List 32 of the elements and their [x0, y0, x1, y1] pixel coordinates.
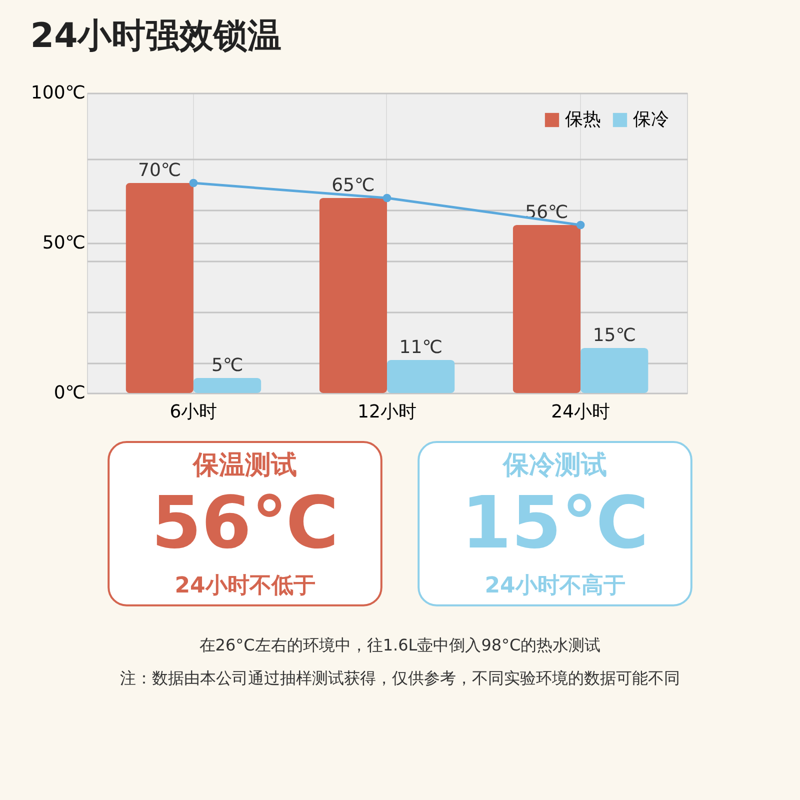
legend-label: 保冷	[633, 109, 669, 130]
x-tick-label: 24小时	[551, 402, 610, 422]
bar	[512, 225, 581, 393]
data-label: 15℃	[592, 325, 636, 346]
text: 注：数据由本公司通过抽样测试获得，仅供参考，不同实验环境的数据可能不同	[120, 668, 680, 688]
bar	[193, 378, 262, 393]
bar	[387, 360, 455, 393]
x-tick-label: 12小时	[358, 402, 416, 422]
data-label: 70℃	[138, 160, 182, 181]
point	[382, 194, 392, 202]
data-label: 65℃	[332, 175, 375, 196]
point	[576, 220, 585, 230]
x-tick-label: 6小时	[170, 402, 218, 422]
text: 56℃	[151, 480, 339, 564]
chart-title: 24小时强效锁温	[30, 16, 282, 56]
data-label: 11℃	[399, 337, 442, 358]
point	[189, 178, 198, 188]
data-label: 56℃	[525, 202, 568, 223]
y-tick-label: 100℃	[30, 82, 86, 104]
category-label: 保冷测试	[502, 450, 607, 480]
bar	[319, 198, 387, 393]
text: 24小时不低于	[174, 573, 316, 598]
y-tick-label: 50℃	[42, 232, 86, 254]
bar	[126, 183, 194, 393]
bar	[580, 348, 648, 393]
data-label: 5℃	[211, 355, 244, 376]
text: 15℃	[461, 480, 649, 564]
y-tick-label: 0℃	[54, 382, 86, 404]
text: 24小时不高于	[484, 572, 626, 598]
text: 在26°C左右的环境中，往1.6L壶中倒入98°C的热水测试	[199, 635, 601, 654]
legend-label: 保热	[565, 109, 601, 130]
category-label: 保温测试	[192, 450, 297, 480]
